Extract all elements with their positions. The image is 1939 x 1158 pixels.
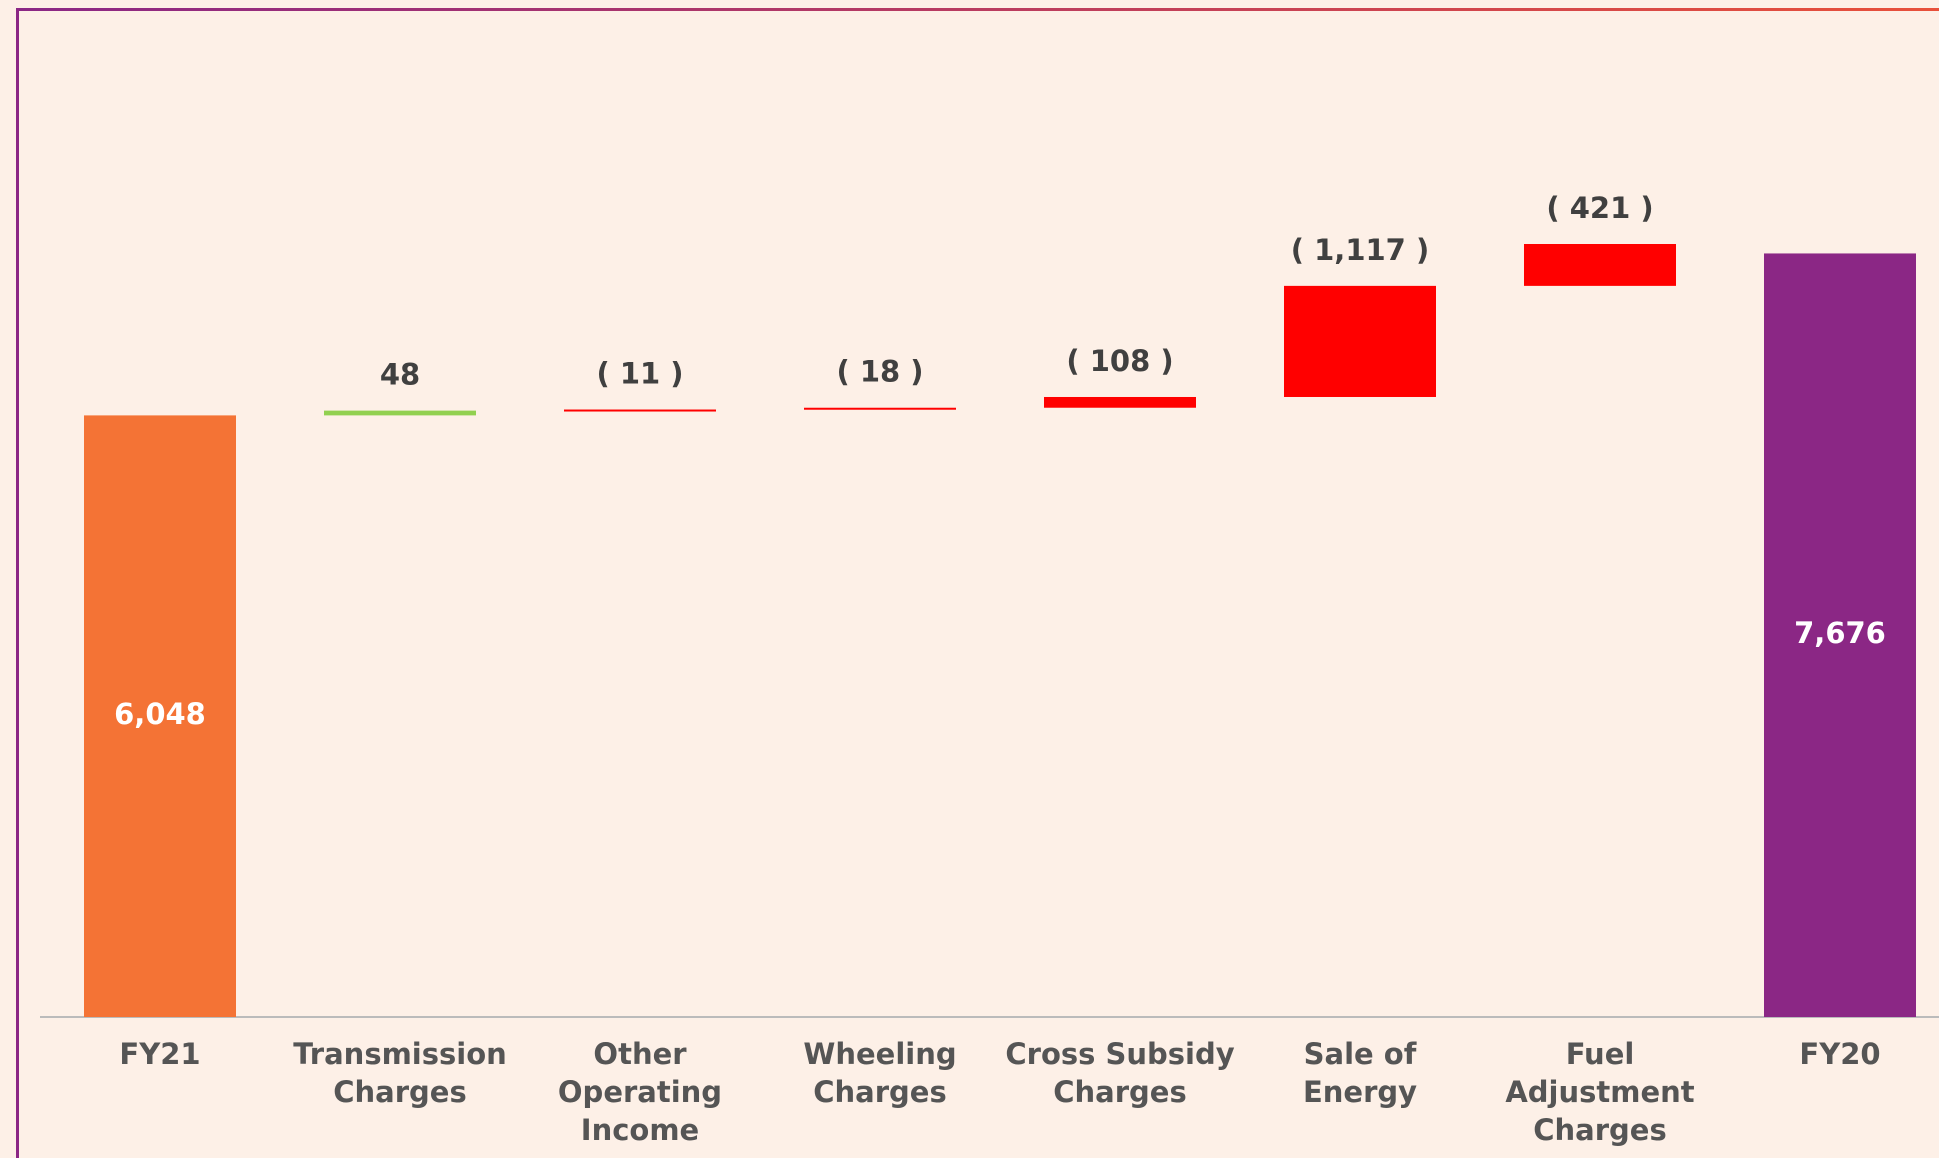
bar — [564, 409, 716, 412]
category-label: Cross Subsidy Charges — [1005, 1037, 1235, 1109]
bar — [804, 407, 956, 410]
category-label: Transmission Charges — [293, 1037, 507, 1109]
value-label: ( 1,117 ) — [1291, 233, 1429, 267]
value-label: ( 421 ) — [1546, 191, 1653, 225]
category-label: FY20 — [1799, 1037, 1881, 1071]
bar — [1284, 285, 1436, 397]
bar — [1764, 253, 1916, 1017]
category-label: FY21 — [119, 1037, 201, 1071]
frame-top — [16, 8, 1939, 11]
category-label: Other Operating Income — [557, 1037, 723, 1147]
frame-left — [16, 8, 19, 1158]
bar — [84, 415, 236, 1017]
value-label: 48 — [380, 358, 420, 392]
value-label: 7,676 — [1794, 616, 1886, 650]
category-label: Wheeling Charges — [803, 1037, 957, 1109]
bar — [1044, 396, 1196, 408]
value-label: ( 18 ) — [836, 355, 923, 389]
category-label: Fuel Adjustment Charges — [1505, 1037, 1695, 1147]
value-label: 6,048 — [114, 697, 206, 731]
value-label: ( 11 ) — [596, 357, 683, 391]
category-label: Sale of Energy — [1302, 1037, 1418, 1109]
bar — [324, 410, 476, 416]
bar — [1524, 244, 1676, 286]
value-label: ( 108 ) — [1066, 344, 1173, 378]
